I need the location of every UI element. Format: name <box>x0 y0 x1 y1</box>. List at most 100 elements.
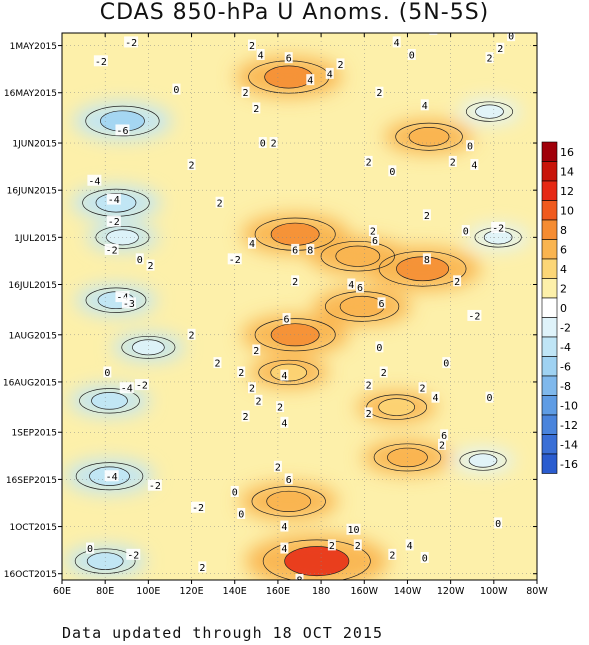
contour-label-text: 2 <box>420 384 426 395</box>
contour-label-text: 8 <box>424 255 430 266</box>
contour-label-text: 2 <box>148 261 154 272</box>
contour-label-bg <box>103 366 112 378</box>
contour-label-bg <box>496 42 505 54</box>
contour-label-text: -4 <box>121 384 133 395</box>
contour-label: 2 <box>448 155 457 168</box>
contour-label-text: -3 <box>123 299 135 310</box>
contour-label-bg <box>371 234 380 246</box>
contour-label-bg <box>124 36 139 48</box>
contour-label-bg <box>392 36 401 48</box>
contour-label-text: -4 <box>108 195 120 206</box>
contour-label-bg <box>237 366 246 378</box>
contour-label-bg <box>420 551 429 563</box>
x-tick-label: 160W <box>351 586 379 597</box>
contour-label-bg <box>282 313 291 325</box>
contour-label-bg <box>379 366 388 378</box>
contour-line <box>89 466 130 486</box>
contour-label: -4 <box>104 470 119 483</box>
contour-label: 8 <box>422 253 431 266</box>
colorbar-label: -4 <box>560 341 571 354</box>
y-tick-label: 16SEP2015 <box>6 476 57 486</box>
contour-label-bg <box>346 523 361 535</box>
contour-label-text: 8 <box>296 576 302 587</box>
contour-label-bg <box>388 165 397 177</box>
contour-label: 4 <box>325 67 334 80</box>
contour-label: -2 <box>104 243 119 256</box>
contour-label-bg <box>119 382 134 394</box>
colorbar-label: 16 <box>560 146 574 159</box>
contour-label: 8 <box>295 574 304 587</box>
anomaly-core <box>91 392 128 410</box>
x-tick-label: 140E <box>223 586 247 597</box>
contour-label: 0 <box>135 253 144 266</box>
contour-label: 2 <box>198 561 207 574</box>
y-tick-label: 1MAY2015 <box>10 42 57 52</box>
contour-label: 0 <box>375 341 384 354</box>
colorbar-swatch <box>541 258 558 279</box>
contour-label-bg <box>491 221 506 233</box>
contour-label-text: -2 <box>125 38 137 49</box>
contour-label: -2 <box>124 36 139 49</box>
contour-line <box>387 447 428 468</box>
contour-label-text: 2 <box>238 368 244 379</box>
contour-label: 2 <box>215 196 224 209</box>
anomaly-core <box>266 491 311 512</box>
contour-label: -4 <box>106 193 121 206</box>
contour-line <box>378 398 416 416</box>
contour-label-text: -2 <box>108 217 120 228</box>
contour-label: 4 <box>470 159 479 172</box>
contour-label-text: 2 <box>370 227 376 238</box>
contour-line <box>121 335 176 359</box>
contour-label-bg <box>135 253 144 265</box>
contour-label: 2 <box>336 58 345 71</box>
anomaly-core <box>409 127 450 147</box>
contour-label-bg <box>104 243 119 255</box>
contour-label-bg <box>325 67 334 79</box>
contour-label-text: 6 <box>372 236 378 247</box>
contour-label-bg <box>453 275 462 287</box>
contour-label-bg <box>248 39 256 51</box>
contour-label-bg <box>104 470 119 482</box>
contour-label-bg <box>429 33 438 35</box>
contour-label: 6 <box>284 52 293 65</box>
contour-label: 2 <box>276 401 285 414</box>
contour-label-bg <box>126 548 141 560</box>
contour-label-text: 2 <box>430 25 436 36</box>
footer-text: Data updated through 18 OCT 2015 <box>62 624 383 642</box>
contour-label: 2 <box>327 539 336 552</box>
contour-label-text: 0 <box>238 509 244 520</box>
contour-label: 0 <box>442 357 451 370</box>
contour-label-text: 0 <box>467 142 473 153</box>
colorbar-label: 0 <box>560 302 567 315</box>
contour-line <box>79 388 140 414</box>
contour-label-bg <box>115 124 130 136</box>
contour-label: 2 <box>379 366 388 379</box>
colorbar-swatch <box>541 395 558 416</box>
contour-label-text: 2 <box>376 88 382 99</box>
contour-label: 2 <box>291 275 300 288</box>
contour-line <box>270 323 320 347</box>
contour-label: 2 <box>241 86 250 99</box>
contour-line <box>366 394 428 420</box>
contour-line <box>91 391 128 410</box>
contour-label: 2 <box>453 275 462 288</box>
contour-label-text: 0 <box>173 85 179 96</box>
colorbar-label: 8 <box>560 224 567 237</box>
y-tick-label: 1OCT2015 <box>10 523 58 533</box>
contour-label: 2 <box>252 102 261 115</box>
contour-line <box>266 490 312 512</box>
contour-label-text: 2 <box>381 368 387 379</box>
contour-line <box>396 256 450 282</box>
x-tick-label: 120W <box>437 586 465 597</box>
contour-label-bg <box>388 548 397 560</box>
contour-label: 0 <box>172 83 181 96</box>
contour-label-text: 2 <box>189 161 195 172</box>
contour-label-text: 2 <box>199 563 205 574</box>
contour-label: 8 <box>306 243 315 256</box>
contour-label-text: -2 <box>229 255 241 266</box>
contour-line <box>251 486 326 517</box>
x-tick-label: 60E <box>53 586 71 597</box>
contour-line <box>258 359 320 386</box>
contour-label-text: -4 <box>106 472 118 483</box>
contour-label-text: 2 <box>366 381 372 392</box>
